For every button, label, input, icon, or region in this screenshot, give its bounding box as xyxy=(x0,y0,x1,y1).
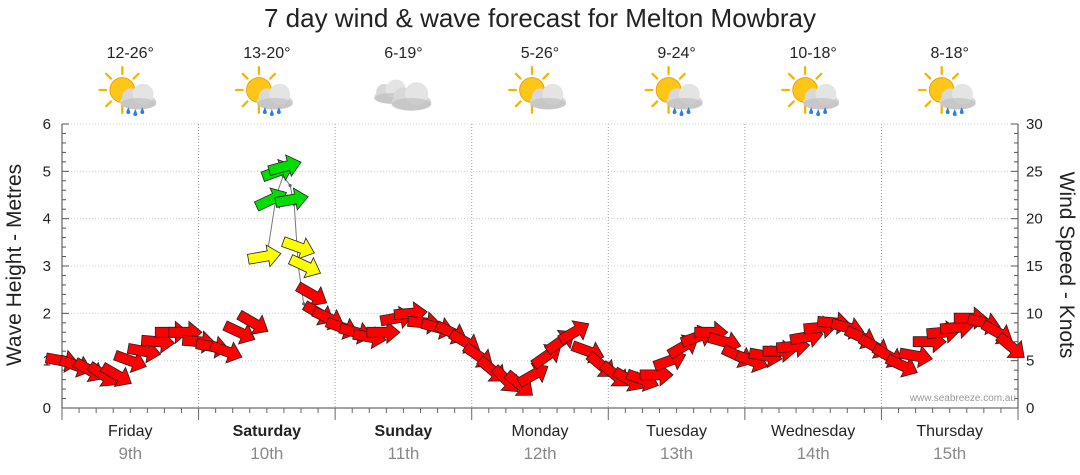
temperature-range: 13-20° xyxy=(243,45,290,62)
day-name: Saturday xyxy=(233,423,302,440)
sun-cloud-rain-icon xyxy=(917,66,976,116)
day-name: Friday xyxy=(108,423,152,440)
right-tick-label: 15 xyxy=(1026,258,1043,275)
right-tick-label: 0 xyxy=(1026,400,1034,417)
temperature-range: 6-19° xyxy=(384,45,422,62)
day-name: Thursday xyxy=(916,423,983,440)
sun-cloud-rain-icon xyxy=(781,66,840,116)
wind-arrow xyxy=(247,244,282,268)
wind-arrow xyxy=(281,236,315,260)
left-tick-label: 3 xyxy=(43,258,51,275)
wind-arrow xyxy=(294,281,328,307)
day-name: Wednesday xyxy=(771,423,855,440)
day-date: 11th xyxy=(388,444,420,463)
day-date: 15th xyxy=(933,444,966,463)
wind-arrow xyxy=(898,344,933,369)
sun-cloud-rain-icon xyxy=(98,66,157,116)
temperature-range: 5-26° xyxy=(521,45,559,62)
cloud-icon xyxy=(374,79,432,111)
temperature-range: 8-18° xyxy=(931,45,969,62)
day-column-tuesday: 9-24° Tuesday 13th xyxy=(644,45,707,463)
sun-cloud-rain-icon xyxy=(644,66,703,116)
day-column-saturday: 13-20° Saturday 10th xyxy=(233,45,302,463)
day-column-thursday: 8-18° Thursday 15th xyxy=(916,45,983,463)
right-tick-label: 5 xyxy=(1026,353,1034,370)
left-tick-label: 5 xyxy=(43,163,51,180)
wave-height-point xyxy=(302,302,306,306)
day-date: 12th xyxy=(523,444,556,463)
wind-arrow xyxy=(222,320,256,345)
credit-text: www.seabreeze.com.au xyxy=(909,393,1016,404)
wind-arrow xyxy=(208,340,243,364)
sun-cloud-icon xyxy=(508,66,567,114)
day-date: 10th xyxy=(250,444,283,463)
temperature-range: 9-24° xyxy=(657,45,695,62)
day-column-sunday: 6-19° Sunday 11th xyxy=(374,45,432,463)
day-header: 12-26° Friday 9th 13-20° Saturday 10th 6-19° Su… xyxy=(98,45,983,463)
wind-arrow xyxy=(236,309,269,335)
wind-arrow xyxy=(287,254,322,279)
wind-arrow xyxy=(366,320,401,345)
left-tick-label: 6 xyxy=(43,116,51,133)
day-column-friday: 12-26° Friday 9th xyxy=(98,45,157,463)
wind-arrow xyxy=(113,350,147,374)
wind-arrow xyxy=(557,320,590,346)
right-tick-label: 30 xyxy=(1026,116,1043,133)
right-tick-label: 20 xyxy=(1026,211,1043,228)
temperature-range: 12-26° xyxy=(107,45,154,62)
wind-arrow xyxy=(267,154,302,178)
day-name: Tuesday xyxy=(646,423,707,440)
left-tick-label: 0 xyxy=(43,400,51,417)
day-name: Sunday xyxy=(375,423,433,440)
day-date: 14th xyxy=(797,444,830,463)
day-name: Monday xyxy=(512,423,569,440)
day-date: 13th xyxy=(660,444,693,463)
left-tick-label: 4 xyxy=(43,211,51,228)
sun-cloud-rain-icon xyxy=(234,66,293,116)
wind-arrow xyxy=(995,331,1025,358)
wind-arrow xyxy=(99,362,132,387)
day-date: 9th xyxy=(118,444,142,463)
left-axis-title: Wave Height - Metres xyxy=(3,164,26,366)
wind-arrow-series xyxy=(44,154,1025,396)
left-tick-label: 2 xyxy=(43,305,51,322)
wind-arrow xyxy=(274,187,309,211)
chart-title: 7 day wind & wave forecast for Melton Mo… xyxy=(263,3,817,33)
right-tick-label: 10 xyxy=(1026,305,1043,322)
temperature-range: 10-18° xyxy=(789,45,836,62)
wave-height-point xyxy=(288,183,292,188)
right-tick-label: 25 xyxy=(1026,163,1043,180)
day-column-monday: 5-26° Monday 12th xyxy=(508,45,569,463)
day-column-wednesday: 10-18° Wednesday 14th xyxy=(771,45,855,463)
wind-arrow xyxy=(516,362,549,388)
right-axis-title: Wind Speed - Knots xyxy=(1055,172,1078,359)
